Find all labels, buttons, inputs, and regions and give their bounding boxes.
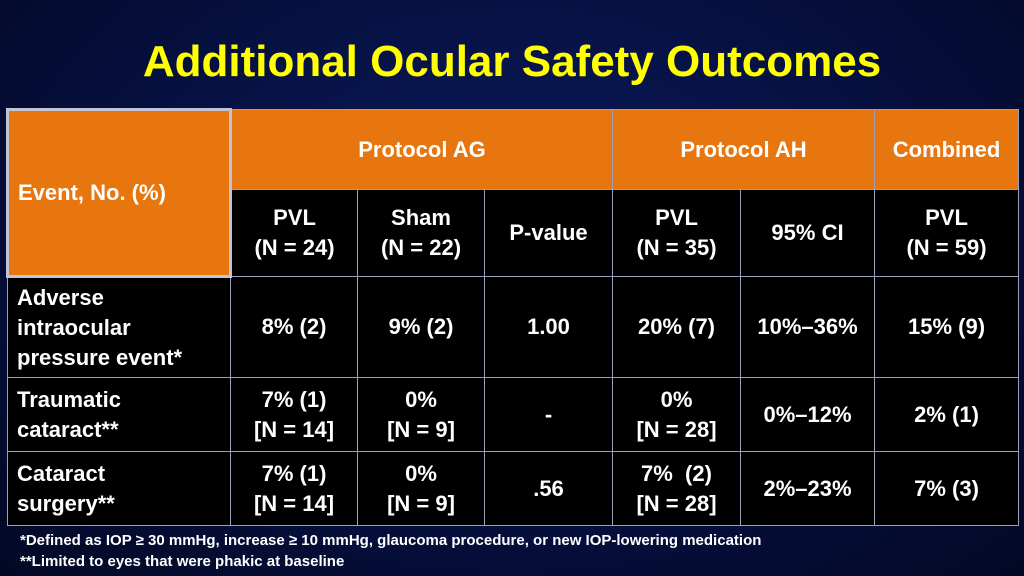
footnote-iop-definition: *Defined as IOP ≥ 30 mmHg, increase ≥ 10… [20,532,762,549]
table-cell: 9% (2) [357,276,485,378]
table-cell: 20% (7) [612,276,741,378]
table-cell: 0% [N = 28] [612,377,741,452]
row-label: Cataract surgery** [7,451,231,526]
page-title: Additional Ocular Safety Outcomes [142,37,882,86]
table-cell: 7% (2) [N = 28] [612,451,741,526]
column-header-ag-pvl: PVL (N = 24) [230,189,358,277]
group-header-combined: Combined [874,109,1020,190]
table-cell: 10%–36% [739,276,876,378]
table-cell: 0%–12% [739,377,876,452]
column-header-ag-sham: Sham (N = 22) [357,189,485,277]
column-header-ag-p-value: P-value [484,189,613,277]
table-cell: 7% (1) [N = 14] [230,451,358,526]
column-header-ah-pvl: PVL (N = 35) [612,189,741,277]
table-cell: 1.00 [484,276,613,378]
table-cell: .56 [484,451,613,526]
row-label: Traumatic cataract** [7,377,231,452]
table-row: Adverse intraocular pressure event* 8% (2)… [7,276,1020,378]
table-cell: 15% (9) [874,276,1020,378]
column-header-ah-95ci: 95% CI [739,189,876,277]
outcomes-table: Event, No. (%) Protocol AG Protocol AH C… [6,108,1020,526]
column-header-combined-pvl: PVL (N = 59) [874,189,1020,277]
group-header-protocol-ah: Protocol AH [611,109,876,190]
table-cell: 2%–23% [739,451,876,526]
footnote-phakic-limitation: **Limited to eyes that were phakic at ba… [20,553,345,570]
table-cell: 0% [N = 9] [357,451,485,526]
group-header-protocol-ag: Protocol AG [230,109,613,190]
table-cell: 7% (3) [874,451,1020,526]
table-row: Traumatic cataract** 7% (1) [N = 14] 0% [N … [7,377,1020,452]
table-cell: 2% (1) [874,377,1020,452]
row-label: Adverse intraocular pressure event* [7,276,231,378]
table-cell: 7% (1) [N = 14] [230,377,358,452]
footnotes: *Defined as IOP ≥ 30 mmHg, increase ≥ 10… [20,530,761,572]
table-cell: 8% (2) [230,276,358,378]
table-cell: 0% [N = 9] [357,377,485,452]
table-cell: - [484,377,613,452]
table-row: Cataract surgery** 7% (1) [N = 14] 0% [N = … [7,451,1020,526]
table-corner-header: Event, No. (%) [6,108,232,278]
